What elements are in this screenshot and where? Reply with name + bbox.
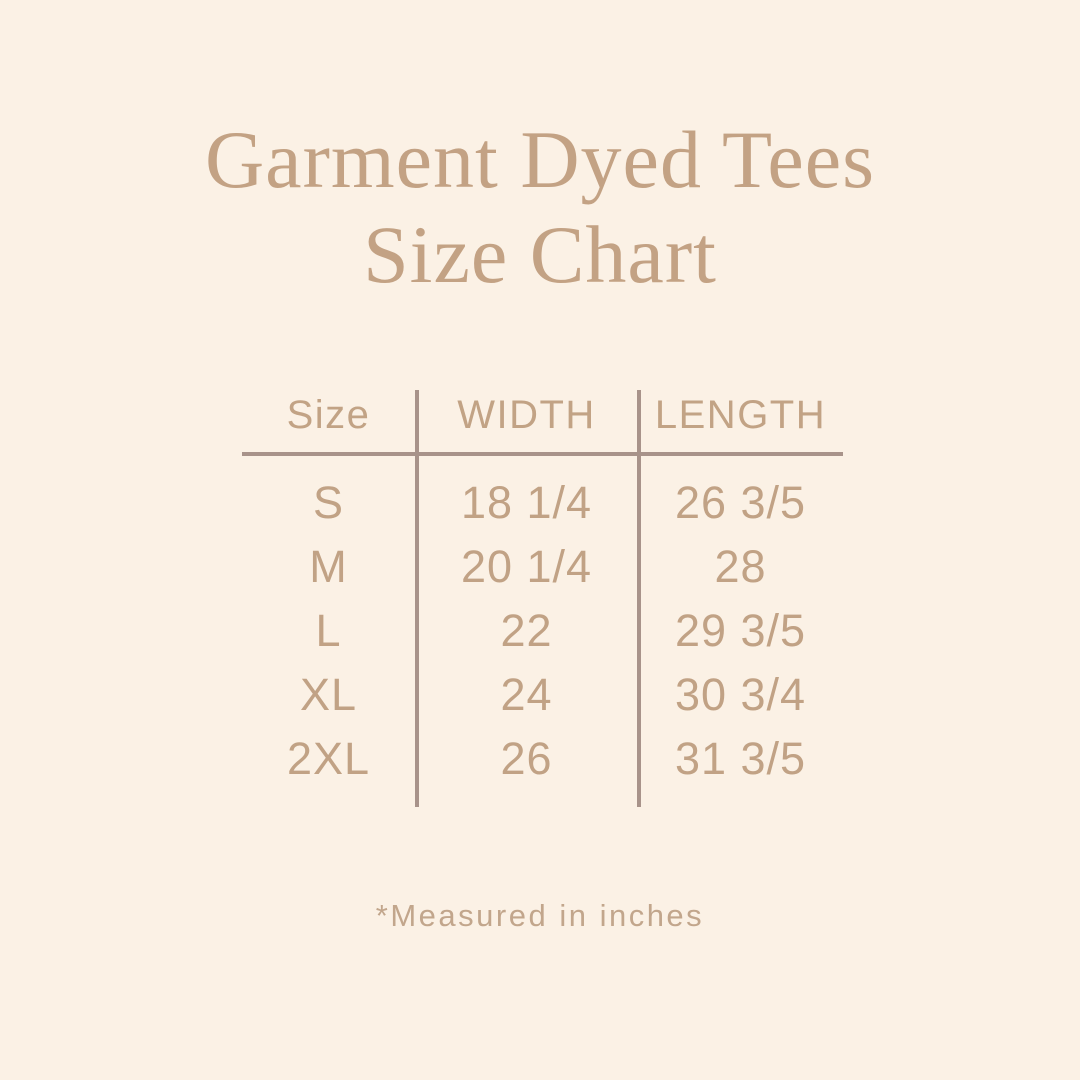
row-l-width: 22 (500, 605, 553, 656)
row-2xl-width: 26 (500, 733, 553, 784)
column-divider-1 (415, 390, 419, 807)
row-xl-width: 24 (500, 669, 553, 720)
table-body: S 18 1/4 26 3/5 M 20 1/4 28 L 22 29 3/5 … (242, 471, 843, 791)
title-line-1: Garment Dyed Tees (204, 114, 876, 205)
row-s-length: 26 3/5 (674, 477, 807, 528)
row-xl-length: 30 3/4 (674, 669, 807, 720)
row-s-width: 18 1/4 (460, 477, 593, 528)
row-2xl-size: 2XL (286, 733, 371, 784)
header-length: LENGTH (654, 392, 827, 437)
header-size: Size (286, 392, 371, 437)
row-m-size: M (309, 541, 348, 592)
column-divider-2 (637, 390, 641, 807)
row-2xl-length: 31 3/5 (674, 733, 807, 784)
header-width: WIDTH (457, 392, 596, 437)
header-rule (242, 452, 843, 456)
row-l-length: 29 3/5 (674, 605, 807, 656)
title-line-2: Size Chart (363, 209, 717, 300)
row-xl-size: XL (299, 669, 358, 720)
row-m-width: 20 1/4 (460, 541, 593, 592)
measurement-footnote: *Measured in inches (375, 898, 705, 933)
page-title: Garment Dyed Tees Size Chart (0, 112, 1080, 302)
row-l-size: L (315, 605, 342, 656)
row-m-length: 28 (714, 541, 767, 592)
table-header-row: Size WIDTH LENGTH (242, 388, 843, 442)
row-s-size: S (312, 477, 344, 528)
